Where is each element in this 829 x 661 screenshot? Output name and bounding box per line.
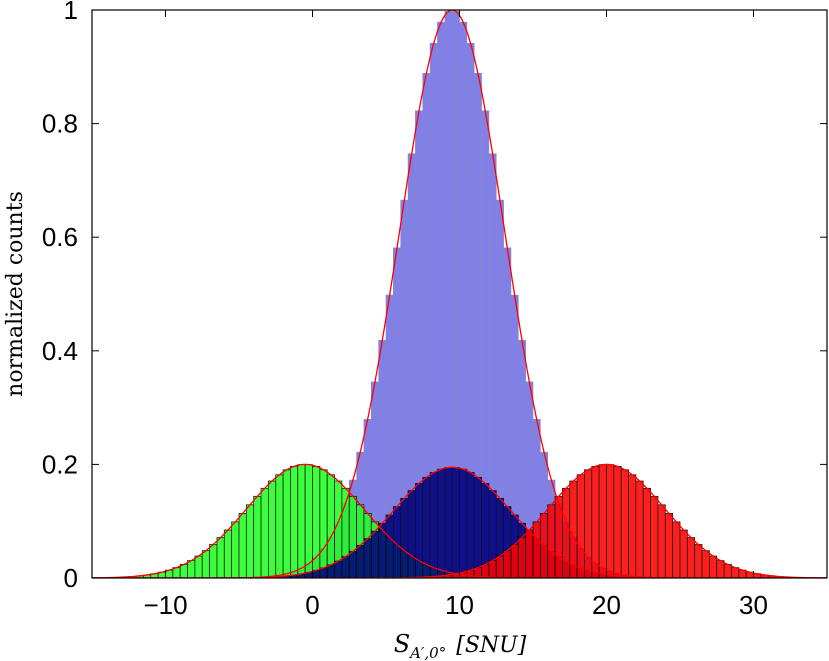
histogram-bar bbox=[231, 521, 240, 578]
histogram-bar bbox=[209, 544, 218, 578]
histogram-bar bbox=[642, 487, 651, 578]
histogram-bar bbox=[701, 550, 710, 578]
histogram-bar bbox=[414, 483, 424, 578]
histogram-bar bbox=[400, 497, 409, 578]
histogram-bar bbox=[620, 469, 629, 578]
histogram-bar bbox=[267, 480, 277, 578]
histogram-bar bbox=[664, 513, 674, 578]
histogram-bar bbox=[282, 469, 291, 578]
histogram-bar bbox=[679, 529, 688, 578]
histogram-bar bbox=[341, 556, 350, 578]
histogram-bar bbox=[378, 522, 387, 578]
y-tick-label: 0.6 bbox=[42, 222, 78, 252]
histogram-bar bbox=[260, 487, 269, 578]
histogram-bar bbox=[429, 472, 438, 578]
histogram-bar bbox=[510, 544, 519, 578]
x-tick-label: 0 bbox=[305, 590, 319, 620]
histogram-bar bbox=[407, 490, 416, 578]
histogram-bar bbox=[525, 529, 534, 578]
histogram-bar bbox=[194, 555, 203, 578]
histogram-bar bbox=[723, 564, 732, 578]
y-tick-label: 0.8 bbox=[42, 109, 78, 139]
histogram-bar bbox=[503, 550, 512, 578]
histogram-bar bbox=[275, 474, 284, 578]
histogram-bar bbox=[179, 564, 188, 578]
histogram-bar bbox=[584, 469, 593, 578]
histogram-bar bbox=[547, 504, 556, 578]
y-tick-label: 0 bbox=[64, 563, 78, 593]
histogram-bar bbox=[312, 465, 321, 578]
histogram-bar bbox=[495, 555, 504, 578]
histogram-bar bbox=[716, 560, 725, 578]
histogram-bar bbox=[319, 469, 328, 578]
y-tick-label: 1 bbox=[64, 0, 78, 25]
histogram-bar bbox=[488, 560, 497, 578]
histogram-bar bbox=[216, 537, 225, 578]
histogram-bar bbox=[370, 530, 380, 578]
histogram-bar bbox=[356, 544, 365, 578]
axis-ticks bbox=[92, 9, 827, 579]
histogram-bar bbox=[694, 544, 703, 578]
histogram-bar bbox=[363, 538, 372, 578]
histogram-bar bbox=[201, 550, 210, 578]
histogram-bar bbox=[444, 467, 453, 578]
x-tick-label: −10 bbox=[143, 590, 187, 620]
histogram-bar bbox=[635, 480, 644, 578]
histogram-bar bbox=[598, 464, 607, 578]
histogram-bar bbox=[459, 468, 468, 578]
histogram-bar bbox=[686, 537, 696, 578]
y-tick-label: 0.4 bbox=[42, 336, 78, 366]
histogram-bar bbox=[657, 504, 666, 578]
histogram-bar bbox=[517, 537, 527, 578]
histogram-bar bbox=[437, 468, 446, 578]
histogram-bar bbox=[290, 465, 299, 578]
histogram-bar bbox=[223, 529, 233, 578]
x-tick-label: 10 bbox=[445, 590, 474, 620]
histogram-bar bbox=[562, 487, 571, 578]
x-axis-label: SA′,0° [SNU] bbox=[394, 630, 527, 661]
histogram-bar bbox=[326, 474, 335, 578]
histogram-bar bbox=[245, 504, 255, 578]
histogram-bar bbox=[473, 476, 482, 578]
histogram-bar bbox=[672, 521, 681, 578]
histogram-bar bbox=[238, 513, 247, 578]
histogram-bar bbox=[532, 521, 541, 578]
histogram-bar bbox=[451, 467, 460, 578]
histogram-bar bbox=[187, 560, 196, 578]
y-tick-labels: 0 0.2 0.4 0.6 0.8 1 bbox=[42, 0, 78, 593]
histogram-bar bbox=[613, 465, 622, 578]
x-tick-label: 30 bbox=[739, 590, 768, 620]
histogram-bar bbox=[650, 495, 659, 578]
histogram-bars bbox=[128, 11, 784, 578]
histogram-bar bbox=[628, 474, 637, 578]
histogram-bar bbox=[334, 560, 343, 578]
histogram-bar bbox=[348, 550, 357, 578]
histogram-bar bbox=[297, 464, 306, 578]
histogram-bar bbox=[385, 514, 394, 578]
histogram-bar bbox=[253, 495, 262, 578]
y-tick-label: 0.2 bbox=[42, 449, 78, 479]
histogram-bar bbox=[606, 464, 615, 578]
histogram-bar bbox=[576, 474, 585, 578]
x-tick-label: 20 bbox=[592, 590, 621, 620]
histogram-bar bbox=[481, 564, 490, 578]
histogram-bar bbox=[326, 564, 335, 578]
histogram-bar bbox=[466, 472, 475, 578]
histogram-bar bbox=[709, 555, 718, 578]
x-tick-labels: −10 0 10 20 30 bbox=[143, 590, 768, 620]
y-axis-label: normalized counts bbox=[3, 191, 28, 397]
